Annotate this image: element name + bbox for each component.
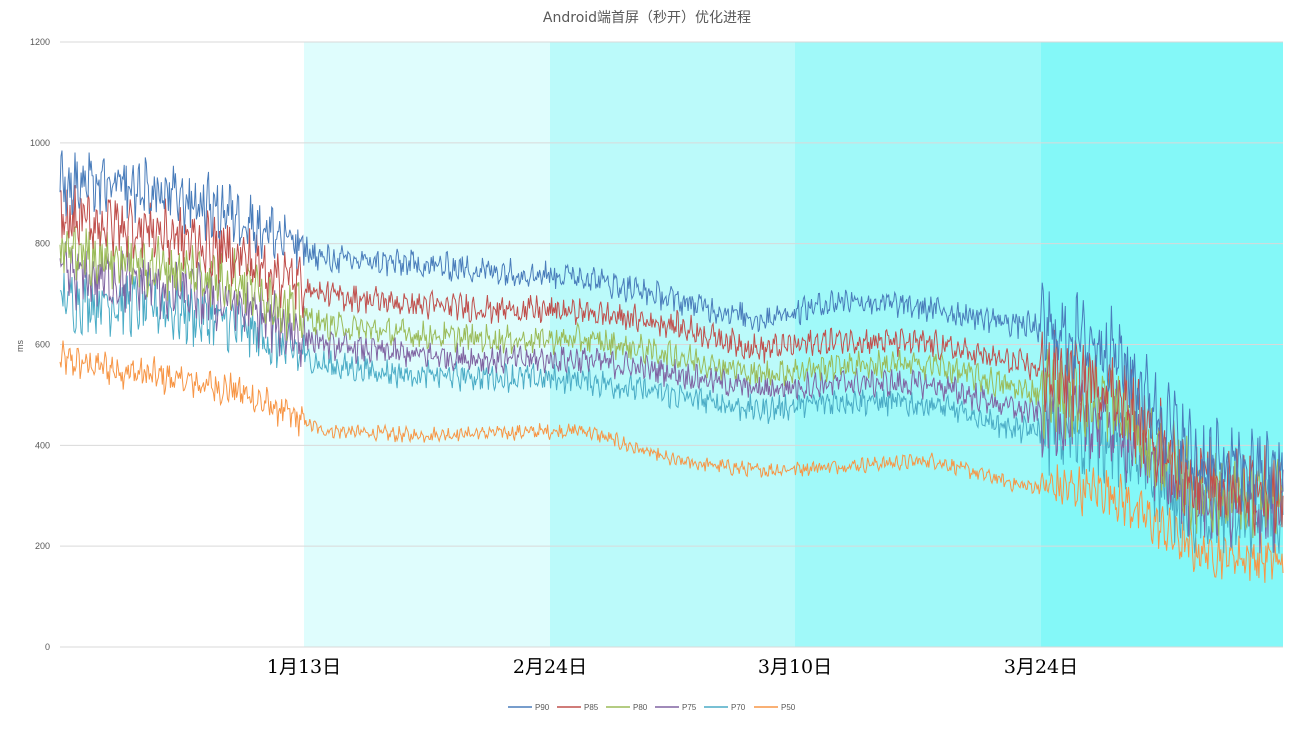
y-axis-label: ms (15, 340, 25, 352)
x-tick-label: 2月24日 (513, 656, 587, 678)
y-tick-label: 1200 (30, 37, 50, 47)
series-line-p50 (59, 340, 1284, 583)
y-tick-label: 1000 (30, 138, 50, 148)
x-axis-ticks: 1月13日 2月24日 3月10日 3月24日 (267, 656, 1078, 678)
y-tick-label: 400 (35, 440, 50, 450)
legend-label-p90: P90 (535, 703, 550, 712)
series-line-p75 (59, 241, 1284, 554)
legend: P90 P85 P80 P75 P70 P50 (508, 703, 796, 712)
legend-label-p75: P75 (682, 703, 697, 712)
legend-label-p70: P70 (731, 703, 746, 712)
legend-label-p80: P80 (633, 703, 648, 712)
series-line-p85 (59, 185, 1284, 536)
series-lines (59, 150, 1284, 583)
x-tick-label: 3月24日 (1004, 656, 1078, 678)
y-tick-label: 0 (45, 642, 50, 652)
chart-title: Android端首屏（秒开）优化进程 (542, 10, 752, 26)
series-line-p70 (59, 269, 1284, 558)
legend-label-p85: P85 (584, 703, 599, 712)
legend-label-p50: P50 (781, 703, 796, 712)
y-tick-label: 600 (35, 340, 50, 350)
gridlines (60, 41, 1283, 648)
x-tick-label: 1月13日 (267, 656, 341, 678)
y-tick-label: 800 (35, 239, 50, 249)
series-line-p90 (59, 150, 1284, 512)
series-line-p80 (59, 225, 1284, 539)
y-tick-label: 200 (35, 541, 50, 551)
x-tick-label: 3月10日 (758, 656, 832, 678)
y-axis-ticks: 0 200 400 600 800 1000 1200 (30, 37, 50, 652)
